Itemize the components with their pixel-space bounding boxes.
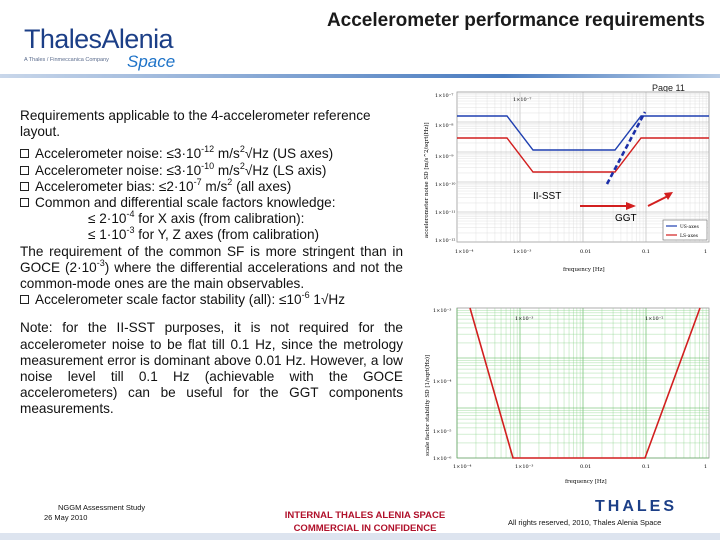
- ii-sst-arrow-head: [626, 202, 636, 210]
- x-tick-label: 1: [704, 249, 707, 255]
- ggt-arrow-line: [647, 195, 669, 207]
- series-ls-axes-line: [457, 137, 709, 173]
- axis-tick-labels: 1×10⁻³ 1×10⁻⁴ 1×10⁻⁵ 1×10⁻⁶ 1×10⁻³ 1×10⁻…: [424, 308, 707, 485]
- inner-top-label: 1×10⁻³: [515, 316, 533, 322]
- y-tick-label: 1×10⁻³: [433, 308, 451, 314]
- x-tick-label: 1×10⁻⁴: [455, 249, 473, 255]
- bullet-noise-ls: Accelerometer noise: ≤3·10-10 m/s2√Hz (L…: [20, 161, 403, 179]
- bullet-scale-factors: Common and differential scale factors kn…: [20, 195, 403, 211]
- bullet-noise-us: Accelerometer noise: ≤3·10-12 m/s2√Hz (U…: [20, 145, 403, 162]
- bullet-bias: Accelerometer bias: ≤2·10-7 m/s2 (all ax…: [20, 177, 403, 195]
- y-tick-label: 1×10⁻⁷: [435, 93, 453, 99]
- y-tick-label: 1×10⁻⁹: [435, 154, 453, 160]
- x-tick-label: 0.01: [580, 249, 591, 255]
- page-number: Page 11: [652, 83, 685, 93]
- sub-item-yz-axes: ≤ 1·10-3 for Y, Z axes (from calibration…: [88, 225, 320, 243]
- inner-top-label: 1×10⁻⁷: [513, 97, 531, 103]
- intro-paragraph: Requirements applicable to the 4-acceler…: [20, 108, 371, 140]
- ggt-annotation: GGT: [615, 213, 637, 224]
- x-axis-label: frequency [Hz]: [563, 267, 605, 273]
- legend-ls-label: LS-axes: [680, 233, 699, 239]
- footer-bar: [0, 533, 720, 540]
- requirements-text: Requirements applicable to the 4-acceler…: [20, 108, 403, 418]
- checkbox-bullet-icon: [20, 165, 29, 175]
- legend-us-label: US-axes: [680, 224, 699, 230]
- x-tick-label: 1: [704, 464, 707, 470]
- slide-title: Accelerometer performance requirements: [326, 10, 705, 31]
- y-tick-label: 1×10⁻⁸: [435, 123, 453, 129]
- logo-tagline: A Thales / Finmeccanica Company: [24, 57, 109, 63]
- x-tick-label: 1×10⁻³: [515, 464, 533, 470]
- y-axis-label: scale factor stability SD [1/sqrt(Hz)]: [424, 355, 431, 456]
- company-logo: ThalesAlenia A Thales / Finmeccanica Com…: [22, 18, 192, 74]
- header-divider: [0, 74, 720, 78]
- thales-logo: THALES: [595, 498, 677, 515]
- study-name: NGGM Assessment Study: [58, 503, 146, 512]
- y-axis-label: accelerometer noise SD [m/s^2/sqrt(Hz)]: [423, 122, 430, 238]
- note-paragraph: Note: for the II-SST purposes, it is not…: [20, 320, 403, 417]
- goce-comparison-paragraph: The requirement of the common SF is more…: [20, 243, 403, 292]
- checkbox-bullet-icon: [20, 181, 29, 191]
- scale-factor-curve: [469, 307, 701, 459]
- checkbox-bullet-icon: [20, 198, 29, 208]
- y-tick-label: 1×10⁻⁵: [433, 429, 451, 435]
- confidentiality-notice: INTERNAL THALES ALENIA SPACE COMMERCIAL …: [284, 510, 446, 534]
- checkbox-bullet-icon: [20, 149, 29, 159]
- document-date: 26 May 2010: [44, 513, 88, 522]
- ggt-arrow-head: [664, 192, 673, 200]
- checkbox-bullet-icon: [20, 295, 29, 305]
- series-us-axes-line: [457, 115, 709, 151]
- y-tick-label: 1×10⁻⁶: [433, 456, 451, 462]
- y-tick-label: 1×10⁻⁴: [433, 379, 451, 385]
- copyright-notice: All rights reserved, 2010, Thales Alenia…: [508, 518, 662, 527]
- accelerometer-noise-chart: II-SST GGT US-axes LS-axes 1×10⁻⁷ 1×10⁻⁸…: [423, 91, 710, 273]
- y-tick-label: 1×10⁻¹²: [435, 238, 455, 244]
- x-tick-label: 1×10⁻³: [513, 249, 531, 255]
- y-tick-label: 1×10⁻¹⁰: [435, 182, 455, 188]
- scale-factor-stability-chart: 1×10⁻³ 1×10⁻⁴ 1×10⁻⁵ 1×10⁻⁶ 1×10⁻³ 1×10⁻…: [424, 307, 710, 485]
- x-tick-label: 0.1: [642, 249, 650, 255]
- bullet-sf-stability: Accelerometer scale factor stability (al…: [20, 291, 403, 308]
- x-tick-label: 0.01: [580, 464, 591, 470]
- ii-sst-annotation: II-SST: [533, 191, 561, 202]
- inner-top-label: 1×10⁻²: [645, 316, 663, 322]
- x-tick-label: 1×10⁻⁴: [453, 464, 471, 470]
- logo-space-text: Space: [127, 52, 176, 71]
- sub-item-x-axis: ≤ 2·10-4 for X axis (from calibration):: [88, 209, 305, 227]
- y-tick-label: 1×10⁻¹¹: [435, 210, 455, 216]
- x-tick-label: 0.1: [642, 464, 650, 470]
- axis-tick-labels: 1×10⁻⁷ 1×10⁻⁸ 1×10⁻⁹ 1×10⁻¹⁰ 1×10⁻¹¹ 1×1…: [423, 93, 707, 273]
- x-axis-label: frequency [Hz]: [565, 479, 607, 485]
- ii-sst-dashed-line: [605, 111, 647, 185]
- logo-brand-text: ThalesAlenia: [24, 24, 174, 54]
